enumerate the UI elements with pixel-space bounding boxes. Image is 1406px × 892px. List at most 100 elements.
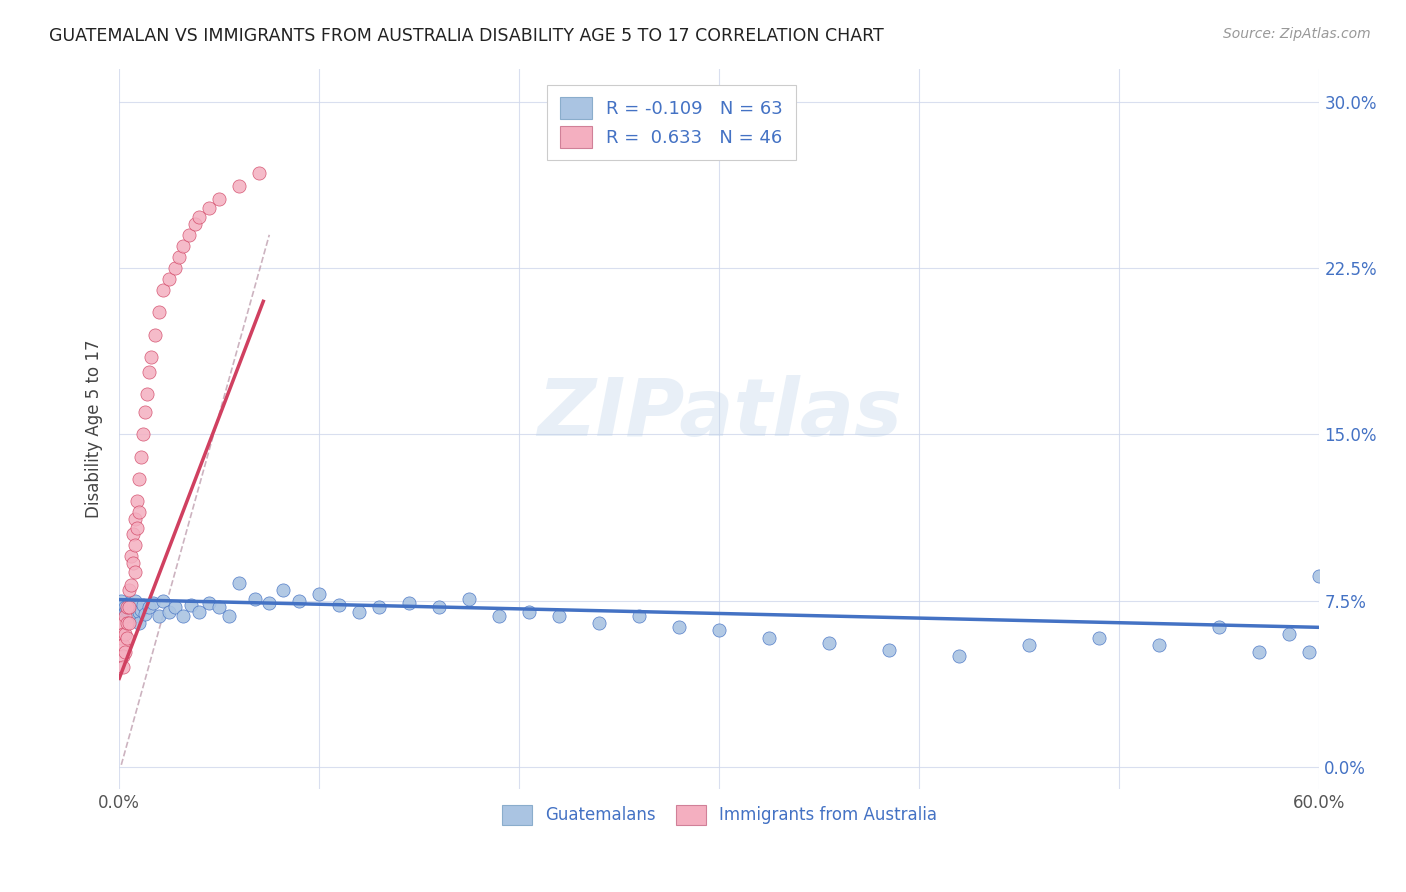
Point [259, 596, 281, 610]
Point [328, 598, 350, 612]
Point [488, 609, 510, 624]
Point [188, 605, 211, 619]
Point [148, 609, 170, 624]
Point [588, 615, 610, 630]
Point [134, 405, 156, 419]
Point [124, 565, 146, 579]
Point [114, 605, 136, 619]
Point [124, 609, 146, 624]
Point [124, 538, 146, 552]
Point [208, 192, 231, 206]
Text: Source: ZipAtlas.com: Source: ZipAtlas.com [1223, 27, 1371, 41]
Point [879, 642, 901, 657]
Point [247, 166, 270, 180]
Point [132, 598, 155, 612]
Point [120, 578, 142, 592]
Point [117, 600, 139, 615]
Point [118, 607, 141, 621]
Point [117, 632, 139, 646]
Point [152, 283, 174, 297]
Text: GUATEMALAN VS IMMIGRANTS FROM AUSTRALIA DISABILITY AGE 5 TO 17 CORRELATION CHART: GUATEMALAN VS IMMIGRANTS FROM AUSTRALIA … [49, 27, 884, 45]
Point [112, 638, 135, 652]
Point [208, 600, 231, 615]
Point [1149, 638, 1171, 652]
Point [188, 210, 211, 224]
Point [128, 472, 150, 486]
Point [548, 609, 571, 624]
Point [124, 511, 146, 525]
Point [122, 527, 145, 541]
Point [818, 636, 841, 650]
Point [122, 605, 145, 619]
Point [117, 602, 139, 616]
Point [180, 598, 202, 612]
Point [165, 261, 187, 276]
Point [628, 609, 651, 624]
Point [179, 227, 201, 242]
Point [148, 305, 170, 319]
Point [132, 427, 155, 442]
Point [1308, 569, 1330, 583]
Point [118, 582, 141, 597]
Point [184, 217, 207, 231]
Point [138, 365, 160, 379]
Point [142, 596, 165, 610]
Point [198, 596, 221, 610]
Point [136, 387, 159, 401]
Point [124, 593, 146, 607]
Point [118, 615, 141, 630]
Point [398, 596, 420, 610]
Point [128, 605, 150, 619]
Point [129, 602, 152, 616]
Point [668, 620, 690, 634]
Point [112, 598, 135, 612]
Point [110, 593, 132, 607]
Point [1208, 620, 1230, 634]
Y-axis label: Disability Age 5 to 17: Disability Age 5 to 17 [86, 340, 103, 518]
Point [271, 582, 294, 597]
Point [134, 607, 156, 621]
Point [1088, 632, 1111, 646]
Point [117, 615, 139, 630]
Point [117, 609, 139, 624]
Point [120, 549, 142, 564]
Point [112, 660, 135, 674]
Point [128, 615, 150, 630]
Point [112, 649, 135, 664]
Point [127, 520, 149, 534]
Point [157, 272, 180, 286]
Point [112, 627, 135, 641]
Point [110, 615, 132, 630]
Point [141, 350, 163, 364]
Point [218, 609, 240, 624]
Point [517, 605, 540, 619]
Point [349, 605, 371, 619]
Point [118, 596, 141, 610]
Point [157, 605, 180, 619]
Point [1278, 627, 1301, 641]
Point [114, 627, 136, 641]
Point [1249, 645, 1271, 659]
Point [228, 576, 250, 591]
Point [172, 239, 194, 253]
Point [288, 593, 311, 607]
Point [120, 600, 142, 615]
Point [308, 587, 330, 601]
Point [198, 201, 221, 215]
Point [165, 600, 187, 615]
Point [948, 649, 970, 664]
Point [120, 609, 142, 624]
Point [709, 623, 731, 637]
Point [122, 556, 145, 570]
Point [172, 609, 194, 624]
Point [118, 600, 141, 615]
Point [138, 600, 160, 615]
Point [110, 632, 132, 646]
Point [127, 600, 149, 615]
Point [228, 179, 250, 194]
Point [143, 327, 166, 342]
Point [152, 593, 174, 607]
Point [1298, 645, 1320, 659]
Point [114, 645, 136, 659]
Point [458, 591, 481, 606]
